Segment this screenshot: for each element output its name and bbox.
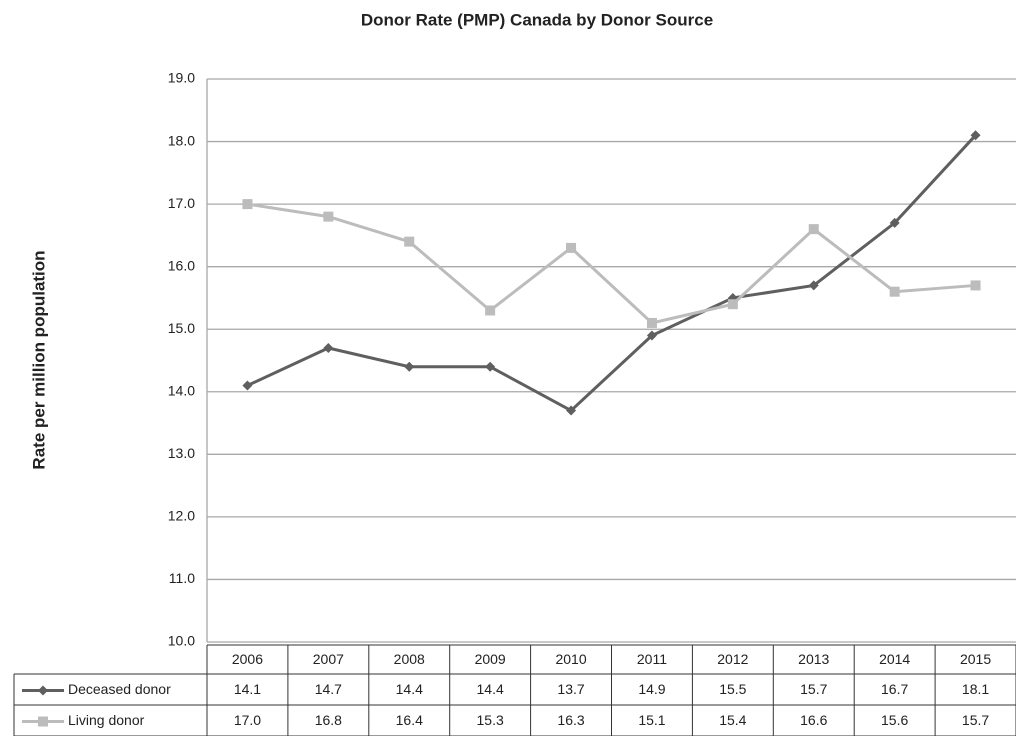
y-tick-label: 14.0 bbox=[168, 382, 195, 398]
y-tick-label: 18.0 bbox=[168, 132, 195, 148]
table-cell: 17.0 bbox=[234, 712, 261, 728]
x-tick-label: 2012 bbox=[717, 651, 748, 667]
marker bbox=[970, 130, 981, 141]
marker bbox=[566, 405, 577, 416]
y-tick-label: 10.0 bbox=[168, 633, 195, 649]
y-tick-label: 16.0 bbox=[168, 257, 195, 273]
marker bbox=[889, 217, 900, 228]
x-tick-label: 2006 bbox=[232, 651, 263, 667]
chart-title: Donor Rate (PMP) Canada by Donor Source bbox=[361, 10, 713, 29]
legend-label: Deceased donor bbox=[68, 681, 171, 697]
x-tick-label: 2010 bbox=[555, 651, 586, 667]
y-tick-label: 15.0 bbox=[168, 320, 195, 336]
marker bbox=[485, 361, 496, 372]
marker bbox=[242, 199, 253, 210]
table-cell: 14.1 bbox=[234, 681, 261, 697]
marker bbox=[242, 380, 253, 391]
x-tick-label: 2009 bbox=[475, 651, 506, 667]
x-tick-label: 2013 bbox=[798, 651, 829, 667]
series-line bbox=[246, 134, 977, 413]
table-cell: 15.4 bbox=[719, 712, 746, 728]
table-cell: 15.3 bbox=[477, 712, 504, 728]
legend-marker bbox=[38, 685, 48, 696]
y-tick-label: 12.0 bbox=[168, 508, 195, 524]
table-cell: 16.7 bbox=[881, 681, 908, 697]
table-cell: 16.3 bbox=[557, 712, 584, 728]
x-tick-label: 2007 bbox=[313, 651, 344, 667]
table-cell: 16.6 bbox=[800, 712, 827, 728]
y-axis-title: Rate per million population bbox=[29, 250, 48, 469]
table-cell: 15.7 bbox=[962, 712, 989, 728]
table-cell: 15.5 bbox=[719, 681, 746, 697]
marker bbox=[970, 280, 981, 291]
marker bbox=[323, 211, 334, 222]
marker bbox=[646, 317, 657, 328]
y-tick-label: 17.0 bbox=[168, 195, 195, 211]
marker bbox=[566, 242, 577, 253]
table-cell: 13.7 bbox=[557, 681, 584, 697]
marker bbox=[404, 236, 415, 247]
x-tick-label: 2014 bbox=[879, 651, 910, 667]
table-cell: 14.7 bbox=[315, 681, 342, 697]
marker bbox=[323, 342, 334, 353]
legend-marker bbox=[38, 716, 48, 727]
table-cell: 15.7 bbox=[800, 681, 827, 697]
marker bbox=[646, 330, 657, 341]
marker bbox=[404, 361, 415, 372]
series-line bbox=[247, 202, 976, 325]
marker bbox=[485, 305, 496, 316]
table-cell: 14.4 bbox=[396, 681, 423, 697]
table-cell: 14.4 bbox=[477, 681, 504, 697]
y-tick-label: 11.0 bbox=[169, 570, 195, 586]
marker bbox=[808, 280, 819, 291]
marker bbox=[889, 286, 900, 297]
table-cell: 18.1 bbox=[962, 681, 989, 697]
table-cell: 14.9 bbox=[638, 681, 665, 697]
x-tick-label: 2015 bbox=[960, 651, 991, 667]
marker bbox=[808, 224, 819, 235]
marker bbox=[727, 299, 738, 310]
table-cell: 15.6 bbox=[881, 712, 908, 728]
table-cell: 16.4 bbox=[396, 712, 423, 728]
y-tick-label: 13.0 bbox=[168, 445, 195, 461]
table-cell: 16.8 bbox=[315, 712, 342, 728]
table-cell: 15.1 bbox=[638, 712, 665, 728]
legend-label: Living donor bbox=[68, 712, 145, 728]
y-tick-label: 19.0 bbox=[168, 70, 195, 86]
x-tick-label: 2011 bbox=[637, 651, 667, 667]
x-tick-label: 2008 bbox=[394, 651, 425, 667]
